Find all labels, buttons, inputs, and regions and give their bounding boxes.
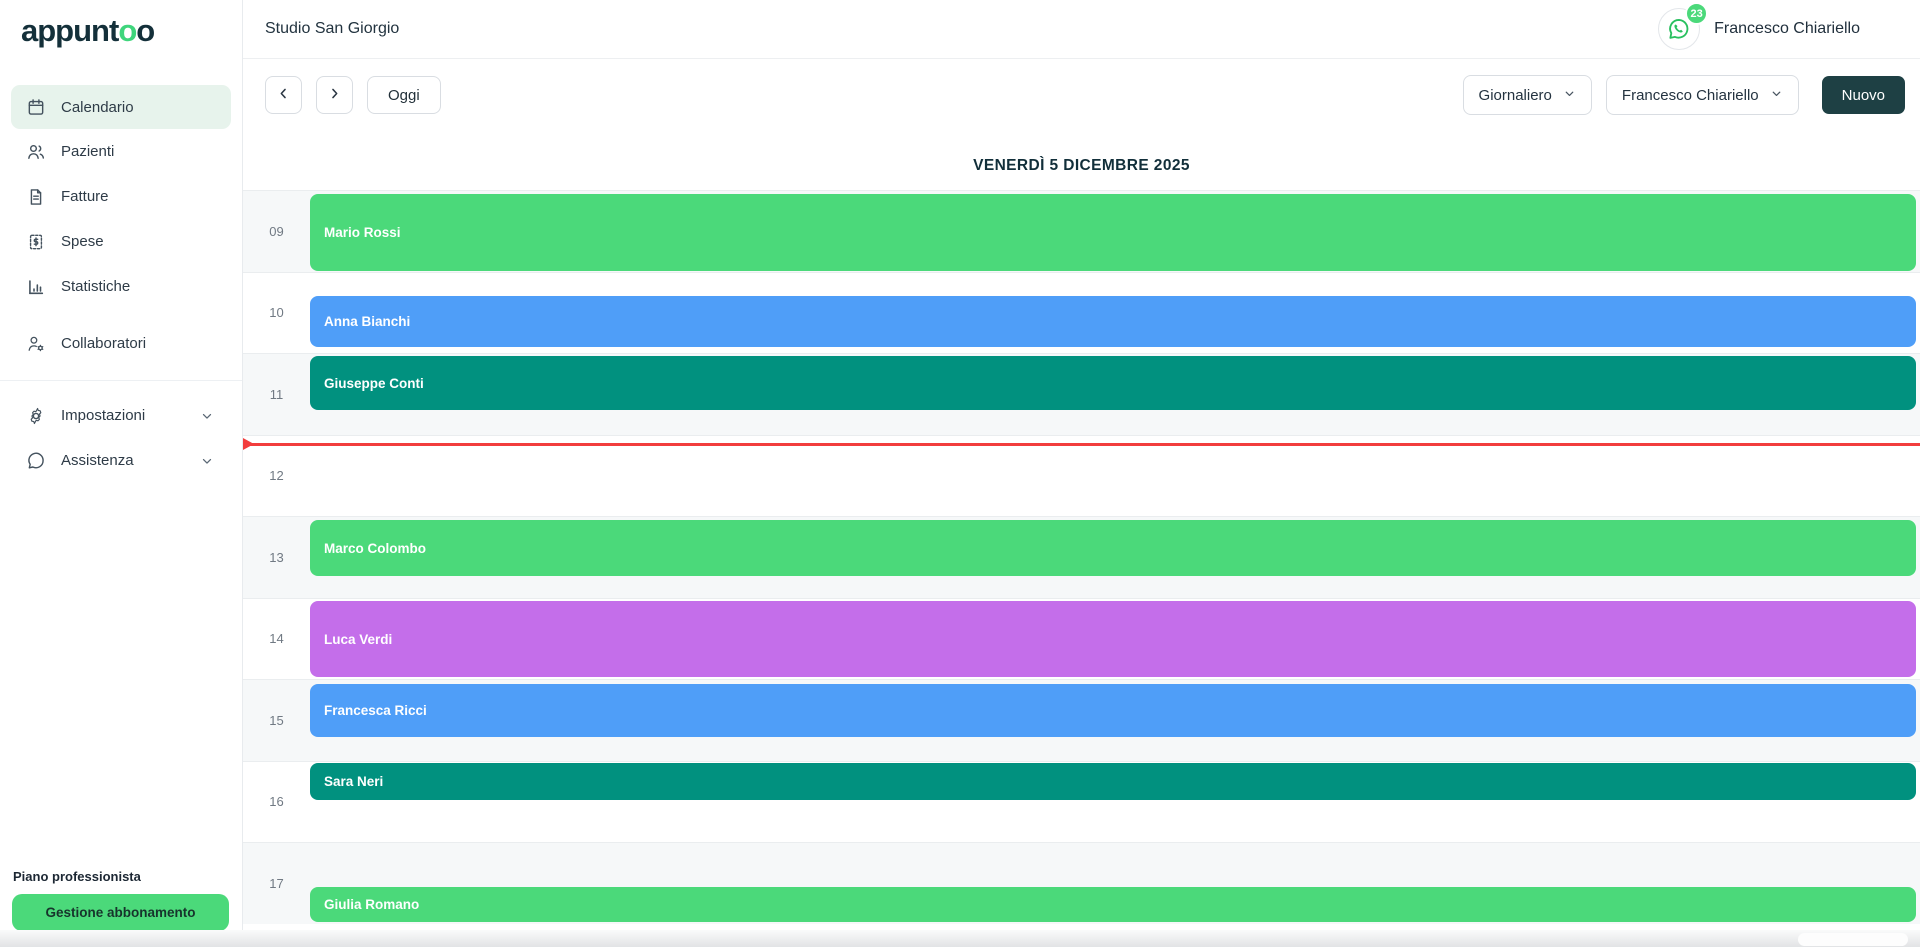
statistics-icon: [26, 277, 46, 297]
event-block[interactable]: Luca Verdi: [310, 600, 1916, 678]
sidebar-item-label: Fatture: [61, 188, 109, 205]
bottom-strip: [0, 930, 1920, 947]
sidebar-nav-main: Calendario Pazienti Fatture Spese Statistich…: [0, 85, 242, 309]
calendar-grid: 09 10 11 12 13 14 15 16 17 Mario Rossi Anna Bianch…: [243, 190, 1920, 924]
hour-label: 09: [269, 223, 284, 239]
new-appointment-button[interactable]: Nuovo: [1821, 76, 1905, 114]
calendar-toolbar: Oggi Giornaliero Francesco Chiariello Nu…: [243, 59, 1920, 115]
chevron-down-icon: [1563, 87, 1576, 104]
sidebar-item-label: Statistiche: [61, 278, 131, 295]
event-patient-name: Anna Bianchi: [324, 314, 411, 330]
invoices-icon: [26, 187, 46, 207]
chevron-right-icon: [327, 86, 342, 104]
chevron-down-icon[interactable]: [200, 454, 214, 468]
event-block[interactable]: Giuseppe Conti: [310, 356, 1916, 411]
event-patient-name: Giulia Romano: [324, 896, 420, 912]
sidebar-item-label: Pazienti: [61, 143, 115, 160]
sidebar-item-impostazioni[interactable]: Impostazioni: [0, 393, 242, 438]
event-block[interactable]: Mario Rossi: [310, 194, 1916, 272]
event-patient-name: Marco Colombo: [324, 540, 427, 556]
event-block[interactable]: Francesca Ricci: [310, 683, 1916, 737]
sidebar-item-calendario[interactable]: Calendario: [11, 85, 231, 129]
sidebar-item-collaboratori[interactable]: Collaboratori: [0, 321, 242, 366]
logo-text: appunt: [21, 13, 119, 48]
operator-select[interactable]: Francesco Chiariello: [1605, 75, 1799, 115]
sidebar-item-label: Assistenza: [61, 452, 134, 469]
sidebar-item-statistiche[interactable]: Statistiche: [0, 264, 242, 309]
sidebar-nav-secondary: Collaboratori: [0, 321, 242, 366]
event-patient-name: Luca Verdi: [324, 631, 393, 647]
expenses-icon: [26, 232, 46, 252]
plan-label: Piano professionista: [13, 869, 141, 884]
calendar-row-16[interactable]: 16: [243, 760, 1920, 843]
event-patient-name: Mario Rossi: [324, 225, 401, 241]
today-button[interactable]: Oggi: [367, 76, 441, 114]
event-block[interactable]: Sara Neri: [310, 762, 1916, 800]
prev-day-button[interactable]: [265, 76, 302, 114]
hour-label: 17: [269, 875, 284, 891]
operator-select-value: Francesco Chiariello: [1621, 86, 1759, 104]
view-select-value: Giornaliero: [1478, 86, 1552, 104]
support-icon: [26, 451, 46, 471]
sidebar-divider: [0, 380, 242, 381]
sidebar-item-label: Impostazioni: [61, 407, 146, 424]
sidebar-item-label: Collaboratori: [61, 335, 147, 352]
manage-subscription-button[interactable]: Gestione abbonamento: [12, 894, 229, 931]
calendar-date-title: VENERDÌ 5 DICEMBRE 2025: [973, 157, 1190, 174]
toolbar-right: Giornaliero Francesco Chiariello Nuovo: [1462, 75, 1905, 115]
patients-icon: [26, 142, 46, 162]
calendar-row-14[interactable]: 14: [243, 597, 1920, 680]
hour-label: 10: [269, 305, 284, 321]
next-day-button[interactable]: [316, 76, 353, 114]
app-logo[interactable]: appuntoo: [0, 0, 242, 49]
main-area: Studio San Giorgio 23 Francesco Chiariel…: [243, 0, 1920, 947]
hour-label: 13: [269, 549, 284, 565]
sidebar-footer: Piano professionista Gestione abbonament…: [12, 869, 229, 931]
header-user-name[interactable]: Francesco Chiariello: [1714, 20, 1860, 37]
event-block[interactable]: Marco Colombo: [310, 520, 1916, 577]
app-header: Studio San Giorgio 23 Francesco Chiariel…: [243, 0, 1920, 59]
current-time-indicator: [243, 437, 1920, 450]
sidebar: appuntoo Calendario Pazienti Fatture Spese S…: [0, 0, 243, 947]
hour-label: 15: [269, 712, 284, 728]
sidebar-item-label: Calendario: [61, 98, 134, 116]
view-select[interactable]: Giornaliero: [1462, 75, 1592, 115]
logo-dark-o: o: [136, 13, 155, 48]
chevron-down-icon: [1770, 87, 1783, 104]
whatsapp-button[interactable]: 23: [1658, 2, 1709, 50]
calendar-row-10[interactable]: 10: [243, 271, 1920, 354]
calendar-row-12[interactable]: 12: [243, 434, 1920, 517]
bottom-widget: [1798, 933, 1908, 946]
studio-name: Studio San Giorgio: [265, 20, 400, 37]
sidebar-item-pazienti[interactable]: Pazienti: [0, 129, 242, 174]
sidebar-item-assistenza[interactable]: Assistenza: [0, 438, 242, 483]
whatsapp-unread-badge: 23: [1685, 2, 1709, 25]
settings-icon: [26, 406, 46, 426]
header-right: 23 Francesco Chiariello: [1658, 2, 1860, 50]
hour-label: 14: [269, 631, 284, 647]
hour-label: 11: [269, 386, 284, 402]
event-patient-name: Giuseppe Conti: [324, 375, 424, 391]
chevron-down-icon[interactable]: [200, 409, 214, 423]
event-patient-name: Francesca Ricci: [324, 702, 427, 718]
chevron-left-icon: [276, 86, 291, 104]
event-block[interactable]: Anna Bianchi: [310, 295, 1916, 348]
collaborators-icon: [26, 334, 46, 354]
sidebar-item-fatture[interactable]: Fatture: [0, 174, 242, 219]
event-patient-name: Sara Neri: [324, 773, 384, 789]
calendar-icon: [26, 97, 46, 117]
logo-green-o: o: [118, 13, 137, 48]
sidebar-item-spese[interactable]: Spese: [0, 219, 242, 264]
event-block[interactable]: Giulia Romano: [310, 886, 1916, 922]
sidebar-nav-tertiary: Impostazioni Assistenza: [0, 393, 242, 483]
hour-label: 16: [269, 794, 284, 810]
sidebar-item-label: Spese: [61, 233, 104, 250]
hour-label: 12: [269, 468, 284, 484]
